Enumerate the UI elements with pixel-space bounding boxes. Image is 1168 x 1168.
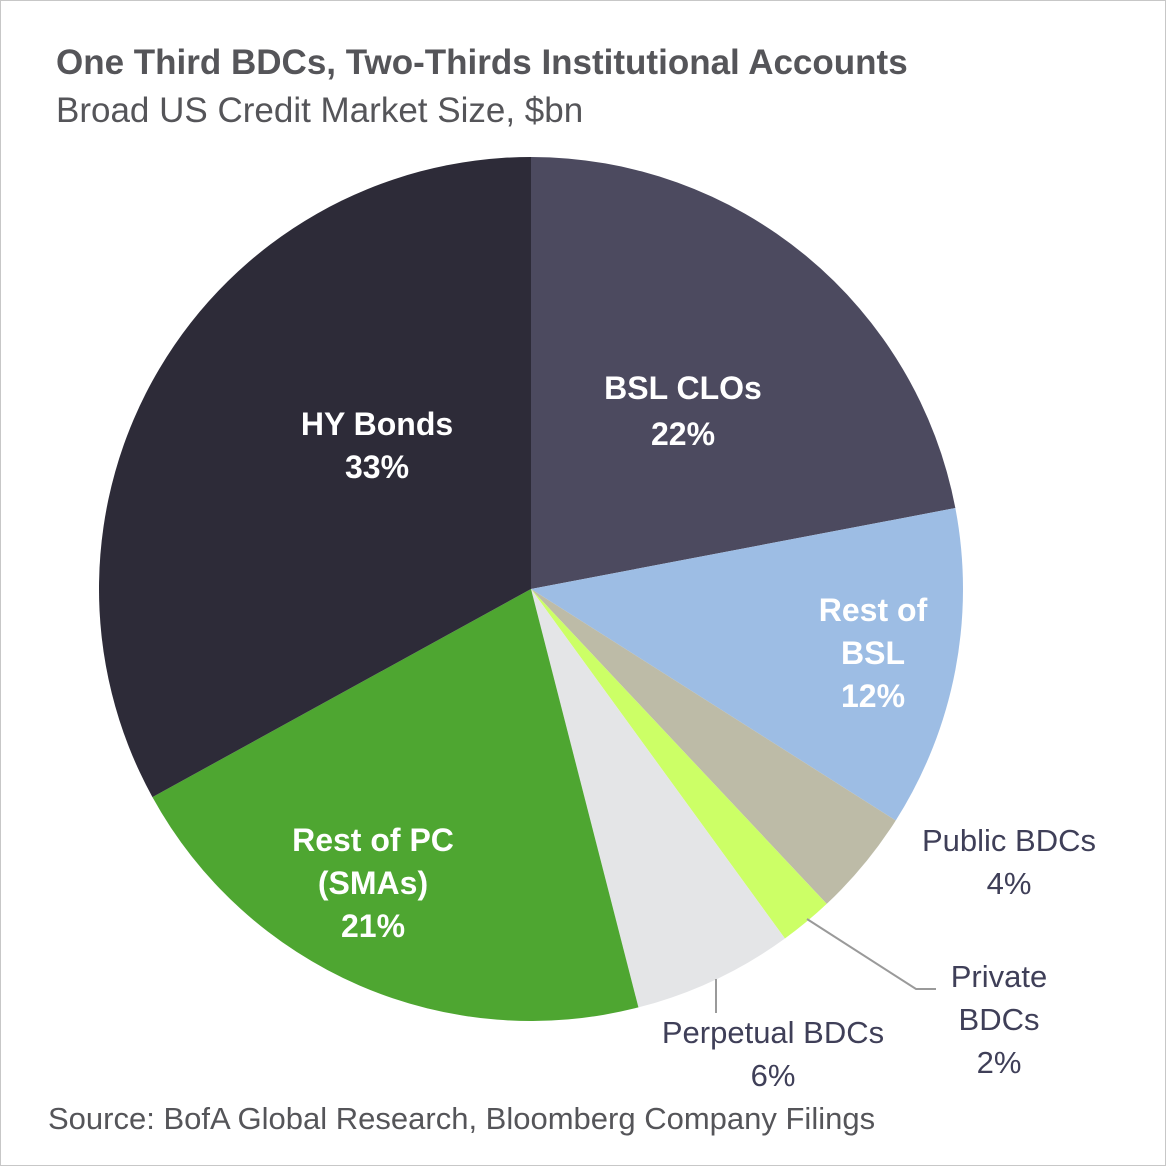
pie-slice-public-bdcs [531, 589, 896, 904]
pie-slice-bsl-clos [531, 157, 956, 589]
slice-name-private-bdcs: Private [951, 959, 1047, 994]
slice-name-rest-of-bsl: BSL [841, 635, 905, 671]
slice-name-rest-of-bsl: Rest of [819, 592, 928, 628]
slice-label-hy-bonds: HY Bonds 33% [301, 406, 453, 485]
slice-name-public-bdcs: Public BDCs [922, 823, 1096, 858]
slice-value-bsl-clos: 22% [651, 416, 715, 452]
pie-chart: BSL CLOs 22% Rest of BSL 12% Public BDCs 4% Pri… [98, 156, 1096, 1093]
pie-slice-perpetual-bdcs [531, 589, 785, 1008]
slice-name-bsl-clos: BSL CLOs [604, 370, 762, 406]
slice-value-public-bdcs: 4% [987, 866, 1032, 901]
pie-slice-rest-of-bsl [531, 508, 963, 821]
slice-label-rest-of-bsl: Rest of BSL 12% [819, 592, 928, 714]
chart-subtitle: Broad US Credit Market Size, $bn [56, 91, 584, 130]
slice-label-private-bdcs: Private BDCs 2% [951, 959, 1047, 1080]
slice-value-private-bdcs: 2% [977, 1045, 1022, 1080]
slice-value-perpetual-bdcs: 6% [751, 1058, 796, 1093]
source-note: Source: BofA Global Research, Bloomberg … [48, 1101, 876, 1136]
chart-title: One Third BDCs, Two-Thirds Institutional… [56, 43, 908, 82]
pie-slice-hy-bonds [98, 156, 531, 798]
slice-value-rest-of-bsl: 12% [841, 678, 905, 714]
slice-label-bsl-clos: BSL CLOs 22% [604, 370, 762, 452]
slice-name-perpetual-bdcs: Perpetual BDCs [662, 1015, 884, 1050]
leader-line-private-bdcs [806, 918, 936, 990]
slice-value-hy-bonds: 33% [345, 449, 409, 485]
slice-value-rest-of-pc-smas: 21% [341, 908, 405, 944]
slice-name-rest-of-pc-smas: Rest of PC [292, 822, 454, 858]
slice-label-rest-of-pc-smas: Rest of PC (SMAs) 21% [292, 822, 454, 944]
slice-label-perpetual-bdcs: Perpetual BDCs 6% [662, 1015, 884, 1093]
slice-name-hy-bonds: HY Bonds [301, 406, 453, 442]
slice-name-private-bdcs: BDCs [959, 1002, 1040, 1037]
pie-slice-private-bdcs [531, 589, 827, 939]
slice-name-rest-of-pc-smas: (SMAs) [318, 865, 428, 901]
slice-label-public-bdcs: Public BDCs 4% [922, 823, 1096, 901]
pie-slice-rest-of-pc-smas [152, 589, 639, 1021]
